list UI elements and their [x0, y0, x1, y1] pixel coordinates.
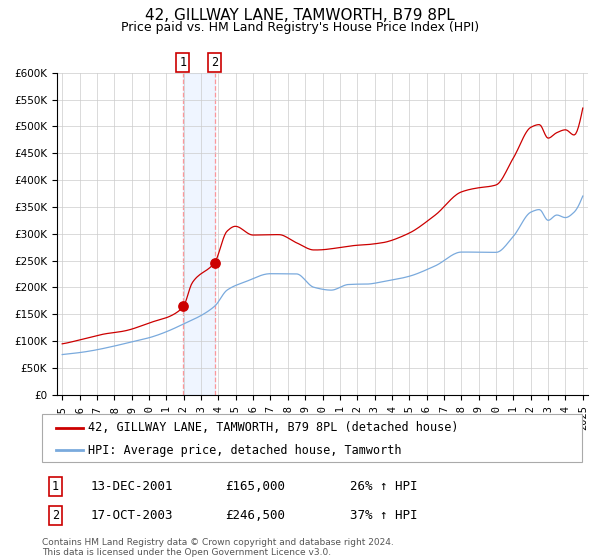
Text: 13-DEC-2001: 13-DEC-2001 [91, 479, 173, 493]
Text: 42, GILLWAY LANE, TAMWORTH, B79 8PL: 42, GILLWAY LANE, TAMWORTH, B79 8PL [145, 8, 455, 24]
Text: Price paid vs. HM Land Registry's House Price Index (HPI): Price paid vs. HM Land Registry's House … [121, 21, 479, 34]
Point [178, 302, 188, 311]
Text: 1: 1 [179, 55, 187, 69]
Text: 26% ↑ HPI: 26% ↑ HPI [350, 479, 418, 493]
Bar [183, 73, 215, 395]
Text: 37% ↑ HPI: 37% ↑ HPI [350, 508, 418, 521]
Text: 2: 2 [211, 55, 218, 69]
Point [210, 258, 220, 267]
Text: 42, GILLWAY LANE, TAMWORTH, B79 8PL (detached house): 42, GILLWAY LANE, TAMWORTH, B79 8PL (det… [88, 421, 458, 434]
Text: HPI: Average price, detached house, Tamworth: HPI: Average price, detached house, Tamw… [88, 444, 401, 456]
Text: Contains HM Land Registry data © Crown copyright and database right 2024.
This d: Contains HM Land Registry data © Crown c… [42, 538, 394, 557]
Text: £165,000: £165,000 [226, 479, 286, 493]
Text: 1: 1 [52, 479, 59, 493]
Text: £246,500: £246,500 [226, 508, 286, 521]
Text: 17-OCT-2003: 17-OCT-2003 [91, 508, 173, 521]
Text: 2: 2 [52, 508, 59, 521]
